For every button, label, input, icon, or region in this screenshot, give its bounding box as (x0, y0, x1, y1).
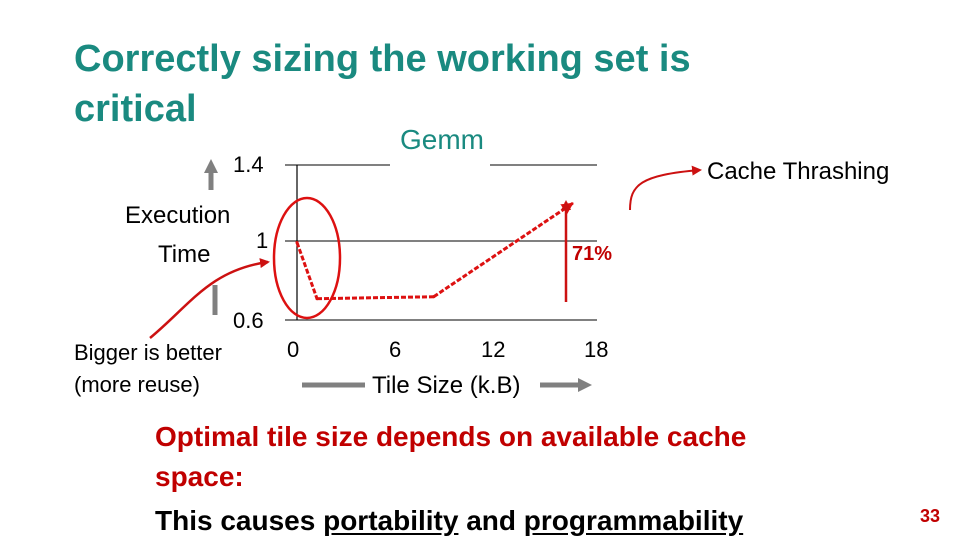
page-number: 33 (919, 506, 940, 526)
series-0-segment-0 (295, 241, 319, 300)
conclusion-line1: Optimal tile size depends on available c… (155, 421, 747, 452)
cache-thrashing-label: Cache Thrashing (707, 158, 890, 185)
series-0-point-3 (570, 202, 574, 206)
conclusion-line3: This causes portability and programmabil… (155, 505, 743, 537)
y-tick-label-3: 0.6 (233, 308, 264, 333)
series-0-segment-2 (432, 202, 574, 298)
bigger-better-line1: Bigger is better (74, 340, 222, 365)
y-tick-label-1: 1.4 (233, 152, 264, 177)
slide-title: Correctly sizing the working set is crit… (74, 38, 691, 130)
y-axis-label-line2: Time (158, 241, 211, 268)
x-axis-label: Tile Size (k.B) (372, 372, 521, 399)
programmability-word: programmability (523, 505, 744, 536)
x-tick-label-3: 12 (481, 337, 506, 362)
conclusion-mid: and (458, 505, 524, 536)
cache-thrashing-arrow (629, 165, 702, 211)
chart-title: Gemm (400, 124, 484, 155)
series-0-point-2 (432, 295, 436, 299)
series-0-point-0 (295, 241, 299, 244)
x-tick-label-2: 6 (389, 337, 402, 362)
bigger-better-arrow (149, 258, 270, 339)
x-tick-label-1: 0 (287, 337, 300, 362)
series-group (295, 202, 574, 301)
y-tick-label-2: 1 (256, 228, 269, 253)
portability-word: portability (323, 505, 459, 536)
conclusion-line2: space: (155, 461, 244, 492)
series-0-segment-1 (316, 295, 434, 301)
y-axis-label-line1: Execution (125, 202, 231, 229)
conclusion-prefix: This causes (155, 505, 324, 536)
series-0-point-1 (315, 297, 319, 301)
highlight-circle (272, 196, 342, 320)
x-tick-label-4: 18 (584, 337, 609, 362)
percent-label: 71% (572, 243, 613, 265)
bigger-better-line2: (more reuse) (74, 372, 200, 397)
